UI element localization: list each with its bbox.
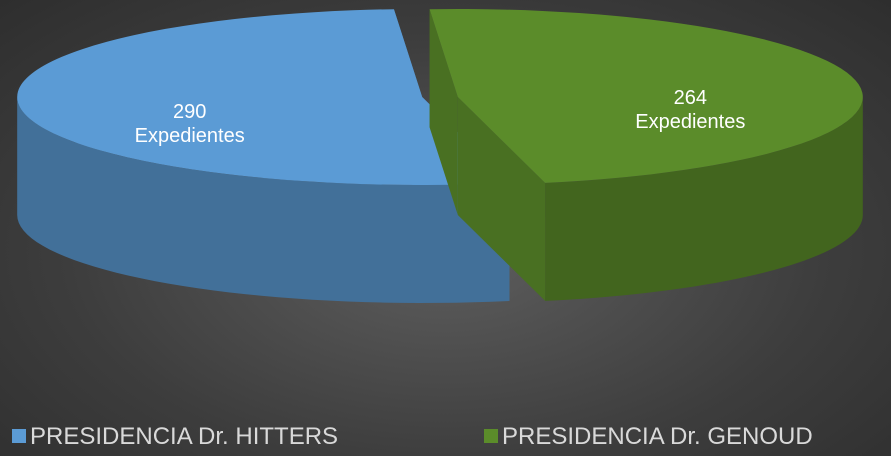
slice-side	[17, 97, 510, 303]
legend-item: PRESIDENCIA Dr. GENOUD	[484, 423, 813, 451]
slice-top	[429, 8, 863, 183]
slice	[17, 9, 510, 303]
slice-face	[429, 9, 458, 215]
legend-label: PRESIDENCIA Dr. GENOUD	[502, 423, 813, 450]
legend-swatch	[12, 429, 26, 443]
slice-top	[17, 9, 510, 185]
slice-side	[545, 97, 863, 301]
slice	[429, 8, 863, 301]
data-label: 264 Expedientes	[635, 86, 746, 133]
legend-label: PRESIDENCIA Dr. HITTERS	[30, 423, 339, 450]
slice-face	[457, 97, 546, 301]
legend-swatch	[484, 429, 498, 443]
legend-item: PRESIDENCIA Dr. HITTERS	[12, 423, 338, 451]
data-label: 290 Expedientes	[134, 101, 245, 148]
